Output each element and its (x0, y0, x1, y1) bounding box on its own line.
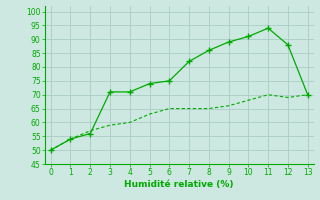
X-axis label: Humidité relative (%): Humidité relative (%) (124, 180, 234, 189)
